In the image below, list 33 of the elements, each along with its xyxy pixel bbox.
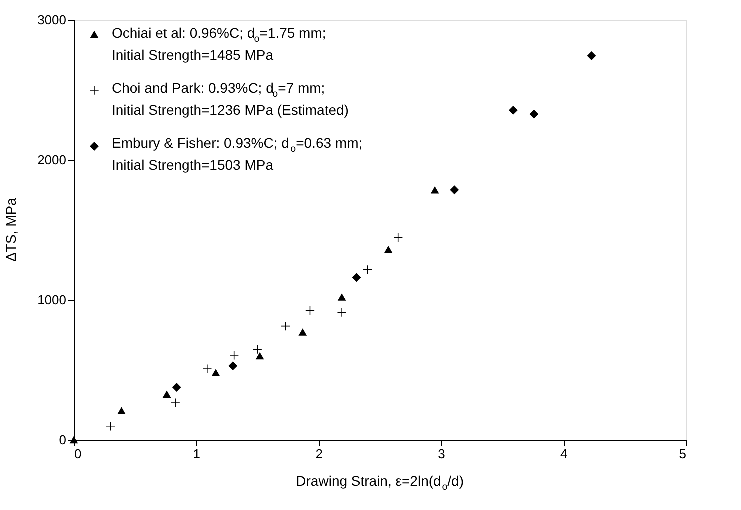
point bbox=[587, 52, 596, 60]
y-tick-label: 0 bbox=[59, 432, 66, 448]
point bbox=[228, 362, 238, 371]
point bbox=[298, 328, 308, 336]
point bbox=[352, 273, 362, 282]
point bbox=[212, 369, 220, 376]
point bbox=[430, 186, 440, 194]
point bbox=[508, 106, 518, 115]
point bbox=[230, 351, 239, 360]
point bbox=[118, 407, 126, 415]
x-tick-label: 0 bbox=[74, 446, 82, 462]
point bbox=[384, 246, 393, 254]
point bbox=[530, 110, 539, 119]
point bbox=[338, 294, 346, 301]
point bbox=[171, 398, 180, 408]
x-tick-label: 4 bbox=[560, 446, 568, 462]
y-tick-label: 2000 bbox=[38, 152, 66, 168]
point bbox=[172, 383, 182, 392]
x-tick-label: 5 bbox=[679, 446, 686, 462]
y-tick-label: 1000 bbox=[38, 292, 66, 308]
point bbox=[338, 308, 346, 317]
point bbox=[106, 422, 116, 431]
point bbox=[256, 352, 264, 360]
point bbox=[203, 364, 212, 374]
point bbox=[162, 390, 172, 398]
y-tick-label: 3000 bbox=[38, 12, 66, 28]
point bbox=[253, 345, 262, 354]
point bbox=[363, 266, 372, 274]
y-axis-title: ΔTS, MPa bbox=[3, 198, 19, 262]
x-tick-label: 1 bbox=[193, 446, 201, 462]
x-tick-label: 3 bbox=[438, 446, 446, 462]
point bbox=[450, 186, 460, 195]
x-tick-label: 2 bbox=[316, 446, 323, 462]
